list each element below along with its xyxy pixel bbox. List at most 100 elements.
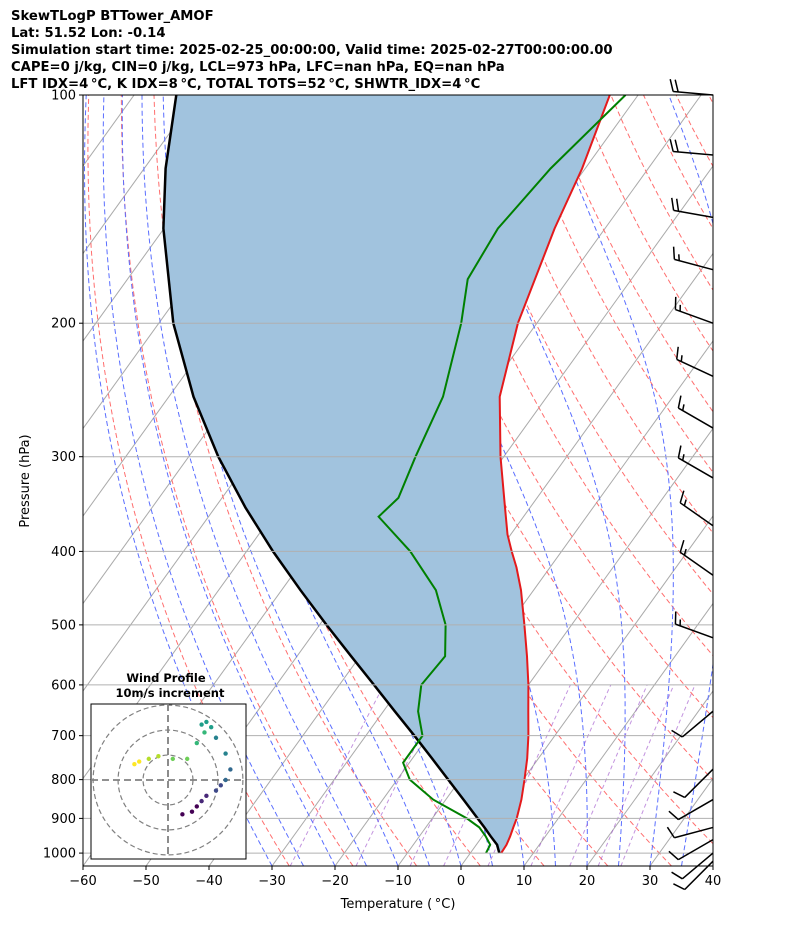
hodograph-point — [213, 735, 219, 740]
x-tick-label: 10 — [516, 874, 533, 889]
data-lines — [162, 95, 627, 854]
isotherm-line — [776, 95, 794, 866]
x-tick-label: −30 — [258, 874, 285, 889]
y-tick-label: 800 — [51, 773, 76, 788]
hodograph-inset: Wind Profile 10m/s increment — [90, 671, 247, 860]
wind-barb — [671, 197, 714, 219]
hodograph-title: Wind Profile — [126, 671, 206, 685]
y-axis-label: Pressure (hPa) — [18, 434, 33, 527]
wind-barb — [674, 296, 714, 324]
isotherm-line — [649, 777, 713, 866]
dry-adiabat-line — [708, 95, 713, 105]
hodograph-point — [194, 804, 199, 809]
dry-adiabat-line — [643, 95, 713, 230]
wind-barb — [666, 826, 714, 839]
x-axis-label: Temperature ( °C) — [340, 897, 456, 912]
dry-adiabat-line — [512, 95, 713, 474]
dry-adiabat-line — [479, 95, 713, 534]
axis-ticks: −60 −50 −40 −30 −20 −10 0 10 20 30 40 1000 900 800 700… — [43, 89, 721, 890]
hodograph-point — [137, 759, 142, 764]
hodograph-plot — [91, 704, 246, 859]
hodograph-point — [204, 719, 209, 725]
y-tick-label: 500 — [51, 618, 76, 633]
moist-adiabat-line — [450, 95, 626, 866]
hodograph-point — [223, 777, 228, 783]
wind-barb — [679, 490, 714, 527]
wind-barb — [677, 445, 714, 479]
y-tick-label: 700 — [51, 729, 76, 744]
chart-title-block: SkewTLogP BTTower_AMOF Lat: 51.52 Lon: -… — [11, 8, 613, 93]
y-tick-label: 1000 — [43, 847, 76, 862]
moist-adiabat-line — [712, 863, 713, 866]
x-tick-label: 0 — [457, 874, 465, 889]
wind-barb — [671, 710, 714, 738]
dry-adiabat-line — [675, 95, 713, 168]
y-tick-label: 300 — [51, 450, 76, 465]
hodograph-point — [170, 756, 175, 762]
wind-barb — [668, 798, 714, 821]
title-line-3: Simulation start time: 2025-02-25_00:00:… — [11, 43, 613, 58]
hodograph-point — [209, 725, 214, 730]
wind-barb — [673, 768, 714, 799]
y-tick-label: 400 — [51, 545, 76, 560]
x-tick-label: −10 — [384, 874, 411, 889]
x-tick-label: −40 — [195, 874, 222, 889]
wind-barb — [673, 860, 714, 891]
wind-barb — [674, 611, 714, 639]
wind-barb — [671, 852, 714, 880]
dry-adiabat-line — [447, 95, 713, 595]
dry-adiabat-line — [87, 95, 290, 866]
hodograph-point — [199, 722, 204, 727]
moist-adiabat-line — [141, 95, 367, 866]
isotherm-line — [586, 690, 713, 866]
hodograph-point — [180, 812, 185, 817]
title-line-5: LFT IDX=4 °C, K IDX=8 °C, TOTAL TOTS=52 … — [11, 77, 481, 92]
isotherm-line — [0, 95, 71, 866]
mixing-ratio-line — [597, 684, 675, 866]
dewpoint-line — [377, 95, 627, 854]
y-tick-label: 900 — [51, 812, 76, 827]
dry-adiabat-line — [774, 95, 794, 866]
dry-adiabat-line — [741, 95, 794, 866]
isotherm-line — [83, 95, 198, 255]
hodograph-point — [132, 761, 137, 767]
wind-barb — [672, 246, 714, 271]
isotherm-line — [712, 865, 713, 866]
mixing-ratio-line — [289, 684, 385, 866]
title-line-2: Lat: 51.52 Lon: -0.14 — [11, 26, 166, 41]
wind-barbs — [666, 79, 714, 891]
hodograph-point — [218, 783, 223, 788]
x-tick-label: 30 — [642, 874, 659, 889]
y-tick-label: 600 — [51, 678, 76, 693]
hodograph-point — [202, 730, 207, 735]
mixing-ratio-line — [355, 684, 447, 866]
isotherm-line — [523, 602, 713, 866]
wind-barb — [679, 539, 714, 576]
mixing-ratio-line — [569, 684, 648, 866]
hodograph-point — [156, 754, 161, 759]
hodograph-point — [146, 756, 151, 762]
hodograph-point — [185, 756, 190, 762]
parcel-profile-line — [162, 95, 501, 854]
temperature-line — [498, 95, 611, 854]
title-line-1: SkewTLogP BTTower_AMOF — [11, 9, 214, 24]
mixing-ratio-line — [530, 684, 612, 866]
wind-barb — [669, 79, 714, 96]
wind-barb — [668, 838, 714, 861]
x-tick-label: 40 — [705, 874, 722, 889]
x-tick-label: −50 — [132, 874, 159, 889]
mixing-ratio-line — [620, 684, 696, 866]
hodograph-point — [223, 751, 228, 756]
title-line-4: CAPE=0 j/kg, CIN=0 j/kg, LCL=973 hPa, LF… — [11, 60, 505, 75]
hodograph-point — [228, 767, 233, 772]
hodograph-point — [199, 798, 204, 804]
moist-adiabat-line — [121, 95, 336, 866]
wind-barb — [676, 346, 714, 377]
x-tick-label: −60 — [69, 874, 96, 889]
hodograph-point — [204, 793, 209, 799]
wind-barb — [669, 139, 714, 156]
isotherm-line — [460, 515, 713, 866]
y-tick-label: 200 — [51, 317, 76, 332]
mixing-ratio-line — [409, 684, 498, 866]
